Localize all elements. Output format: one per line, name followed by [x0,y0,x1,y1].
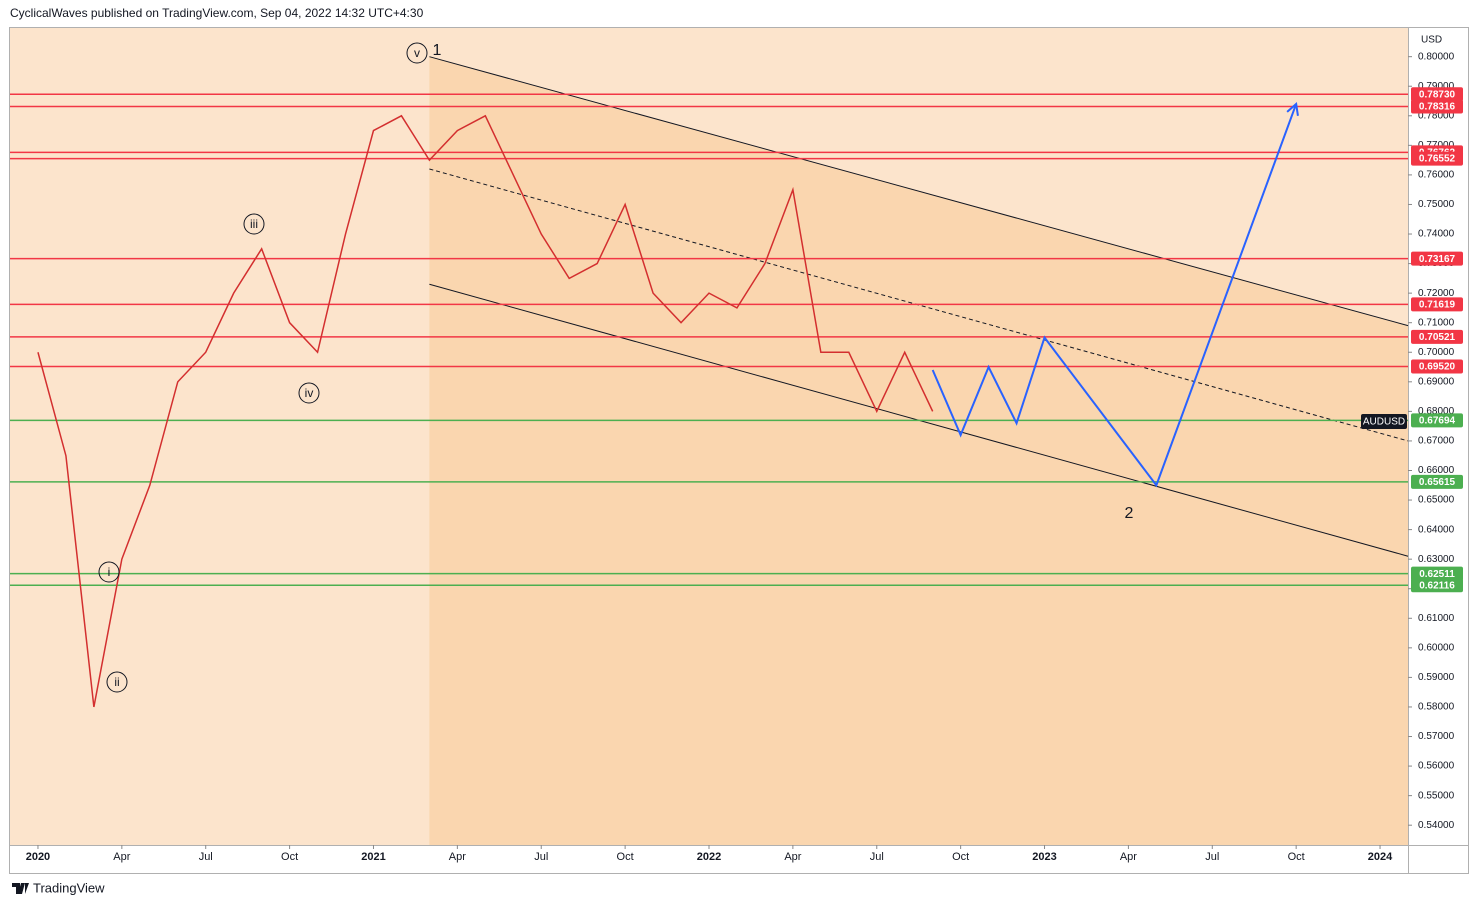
y-tick-label: 0.80000 [1418,51,1455,62]
level-label: 0.65615 [1419,477,1456,488]
x-tick-label: Apr [113,851,130,863]
y-tick-label: 0.64000 [1418,524,1455,535]
x-tick-label: 2020 [26,851,50,863]
y-tick-label: 0.66000 [1418,465,1455,476]
footer: TradingView [33,880,105,895]
x-tick-label: 2021 [361,851,385,863]
level-tag [1411,297,1463,312]
wave-label: iii [250,217,258,231]
level-tag [1411,359,1463,374]
level-label: 0.78316 [1419,102,1456,113]
y-tick-label: 0.60000 [1418,642,1455,653]
x-tick-label: Apr [1120,851,1137,863]
y-tick-label: 0.56000 [1418,761,1455,772]
wave-label: v [414,46,420,60]
y-tick-label: 0.54000 [1418,820,1455,831]
level-tag [1411,566,1463,581]
x-tick-label: 2024 [1368,851,1393,863]
wave-label: 2 [1125,505,1134,522]
level-label: 0.78730 [1419,89,1456,100]
level-label: 0.73167 [1419,254,1456,265]
symbol-label: AUDUSD [1363,417,1405,428]
currency: USD [1421,35,1442,46]
x-tick-label: Apr [784,851,801,863]
x-tick-label: Jul [870,851,884,863]
level-tag [1411,474,1463,489]
wave-label: iv [305,386,314,400]
x-tick-label: Oct [281,851,298,863]
level-tag [1411,251,1463,266]
y-tick-label: 0.58000 [1418,702,1455,713]
y-tick-label: 0.55000 [1418,790,1455,801]
y-tick-label: 0.69000 [1418,376,1455,387]
y-tick-label: 0.61000 [1418,613,1455,624]
y-tick-label: 0.65000 [1418,495,1455,506]
level-label: 0.76552 [1419,154,1456,165]
x-tick-label: Jul [1205,851,1219,863]
y-tick-label: 0.67000 [1418,436,1455,447]
level-label: 0.62511 [1419,569,1455,580]
header: CyclicalWaves published on TradingView.c… [10,6,424,20]
level-tag [1411,578,1463,593]
wave-label: ii [114,675,119,689]
y-tick-label: 0.75000 [1418,199,1455,210]
y-tick-label: 0.79000 [1418,81,1455,92]
wave-circle [98,561,120,583]
level-label: 0.62116 [1419,580,1455,591]
x-tick-label: Oct [617,851,634,863]
x-tick-label: 2022 [697,851,721,863]
y-tick-label: 0.70000 [1418,347,1455,358]
y-tick-label: 0.71000 [1418,317,1455,328]
level-label: 0.71619 [1419,300,1456,311]
price-line [37,114,934,708]
level-label: 0.67694 [1419,416,1456,427]
channel-upper [429,56,1409,327]
x-tick-label: Apr [449,851,466,863]
wave-label: i [108,565,111,579]
level-label: 0.70521 [1419,332,1456,343]
frame [9,27,1469,874]
channel-fill [429,56,1408,845]
x-tick-label: Oct [952,851,969,863]
level-tag [1411,329,1463,344]
wave-circle [106,671,128,693]
y-tick-label: 0.74000 [1418,229,1455,240]
x-tick-label: Oct [1288,851,1305,863]
y-tick-label: 0.57000 [1418,731,1455,742]
logo [12,883,29,894]
wave-circle [298,382,320,404]
y-tick-label: 0.68000 [1418,406,1455,417]
y-tick-label: 0.63000 [1418,554,1455,565]
wave-circle [406,42,428,64]
x-tick-label: Jul [534,851,548,863]
y-tick-label: 0.76000 [1418,170,1455,181]
level-tag [1411,87,1463,102]
wave-circle [243,213,265,235]
level-tag [1411,151,1463,166]
y-tick-label: 0.78000 [1418,110,1455,121]
y-tick-label: 0.72000 [1418,288,1455,299]
level-label: 0.69520 [1419,362,1456,373]
projection-line [931,103,1298,488]
symbol-tag [1361,414,1407,429]
y-tick-label: 0.59000 [1418,672,1455,683]
level-tag [1411,413,1463,428]
x-tick-label: Jul [199,851,213,863]
x-tick-label: 2023 [1032,851,1056,863]
projection-arrowhead [1286,102,1299,116]
level-tag [1411,99,1463,114]
wave-label: 1 [433,42,442,59]
